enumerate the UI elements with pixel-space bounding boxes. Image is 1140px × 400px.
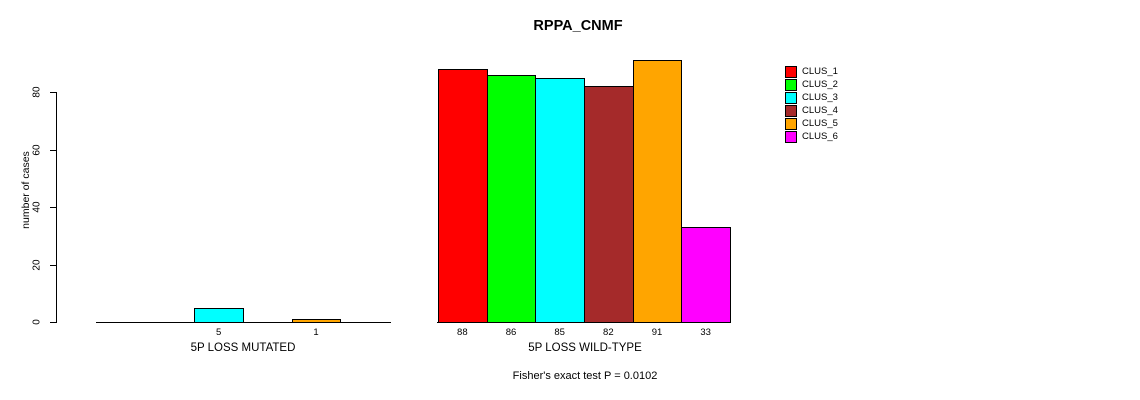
legend-swatch — [785, 78, 797, 91]
y-tick-label: 20 — [31, 258, 43, 271]
chart-title: RPPA_CNMF — [533, 18, 623, 34]
legend-swatch — [785, 130, 797, 143]
y-tick-label: 60 — [31, 143, 43, 156]
y-axis-title: number of cases — [20, 151, 32, 229]
group-label-5p-loss-mutated: 5P LOSS MUTATED — [190, 342, 296, 354]
y-tick-label: 0 — [31, 319, 43, 325]
legend-label: CLUS_4 — [802, 105, 838, 116]
group-label-5p-loss-wild-type: 5P LOSS WILD-TYPE — [528, 342, 642, 354]
y-tick-label: 40 — [31, 201, 43, 213]
legend-item: CLUS_3 — [785, 91, 838, 104]
bar-value-label: 5 — [216, 327, 222, 338]
legend-label: CLUS_3 — [802, 92, 838, 103]
bar-value-label: 91 — [651, 327, 663, 338]
annotation-fisher-test: Fisher's exact test P = 0.0102 — [512, 370, 658, 382]
bar-clus_6 — [681, 227, 731, 323]
legend-item: CLUS_5 — [785, 117, 838, 130]
bar-value-label: 85 — [554, 327, 565, 338]
bar-clus_1 — [438, 69, 488, 323]
legend-item: CLUS_1 — [785, 65, 838, 78]
bar-clus_5 — [291, 319, 342, 323]
y-axis-tick — [50, 264, 56, 266]
legend-label: CLUS_5 — [802, 118, 838, 129]
y-axis-tick — [50, 207, 56, 208]
bar-clus_3 — [535, 77, 585, 323]
bar-value-label: 86 — [505, 327, 517, 338]
legend-label: CLUS_6 — [802, 131, 838, 142]
legend-label: CLUS_1 — [802, 66, 838, 77]
y-axis-tick — [50, 149, 56, 151]
bar-value-label: 82 — [603, 327, 614, 338]
legend-swatch — [785, 91, 797, 104]
bar-clus_3 — [194, 307, 244, 323]
bar-clus_4 — [584, 86, 634, 323]
y-axis-line — [56, 92, 57, 323]
bar-clus_2 — [486, 74, 537, 323]
legend-label: CLUS_2 — [802, 79, 838, 90]
bar-value-label: 33 — [700, 327, 711, 338]
y-axis-tick — [50, 322, 56, 323]
bar-value-label: 1 — [313, 327, 319, 338]
legend-item: CLUS_4 — [785, 104, 838, 117]
legend: CLUS_1 CLUS_2 CLUS_3 CLUS_4 CLUS_5 CLUS_6 — [785, 65, 838, 143]
y-axis-tick — [50, 92, 56, 93]
legend-swatch — [785, 117, 797, 130]
y-tick-label: 80 — [31, 86, 43, 98]
legend-swatch — [785, 104, 797, 117]
legend-item: CLUS_2 — [785, 78, 838, 91]
bar-value-label: 88 — [457, 327, 468, 338]
legend-swatch — [785, 65, 797, 78]
legend-item: CLUS_6 — [785, 130, 838, 143]
bar-clus_5 — [632, 60, 683, 323]
